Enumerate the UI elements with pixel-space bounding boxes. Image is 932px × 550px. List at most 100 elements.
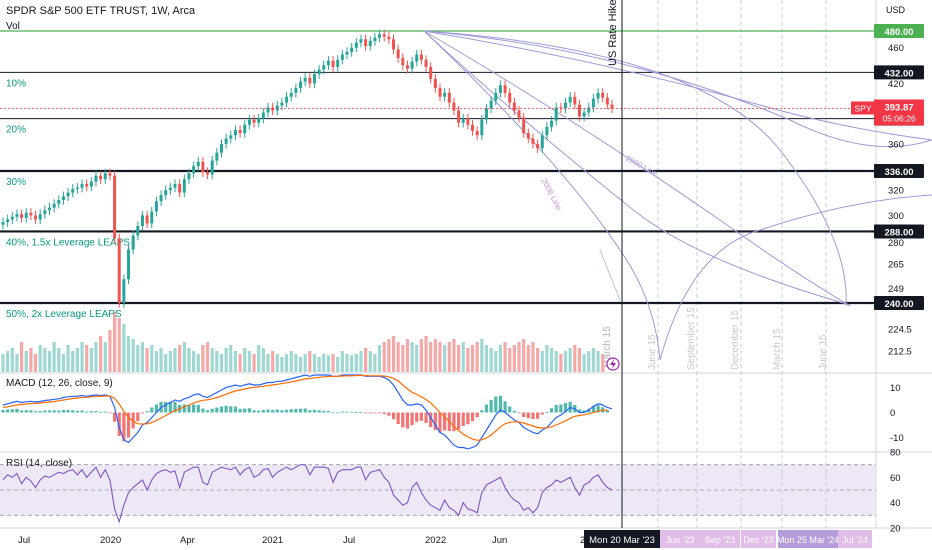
time-tick-label: 2021: [262, 535, 283, 546]
candle-body: [225, 138, 228, 143]
macd-histogram-bar: [104, 412, 107, 413]
volume-bar: [271, 351, 274, 372]
level-label: 30%: [6, 177, 26, 188]
volume-bar: [141, 342, 144, 372]
volume-bar: [592, 348, 595, 372]
candle-body: [127, 250, 130, 280]
candle-body: [350, 48, 353, 52]
volume-bar: [62, 354, 65, 372]
macd-histogram-bar: [99, 412, 102, 413]
volume-bar: [276, 354, 279, 372]
candle-body: [234, 130, 237, 135]
volume-bar: [238, 354, 241, 372]
candle-body: [531, 138, 534, 143]
macd-histogram-bar: [280, 410, 283, 412]
candle-body: [522, 118, 525, 134]
candle-body: [578, 105, 581, 117]
candle-body: [597, 93, 600, 99]
volume-bar: [225, 348, 228, 372]
macd-histogram-bar: [187, 405, 190, 413]
symbol-title[interactable]: SPDR S&P 500 ETF TRUST, 1W, Arca: [6, 5, 196, 17]
volume-bar: [248, 351, 251, 372]
future-date-text: Sep '23: [705, 535, 735, 545]
candle-body: [518, 110, 521, 117]
macd-histogram-bar: [410, 413, 413, 426]
future-date-text: Jul '24: [842, 535, 868, 545]
macd-histogram-bar: [387, 413, 390, 416]
candle-body: [392, 39, 395, 49]
rate-hike-label[interactable]: US Rate Hike: [607, 0, 619, 66]
time-tick-label: Jun: [492, 535, 507, 546]
volume-label[interactable]: Vol: [6, 21, 20, 32]
candle-body: [336, 60, 339, 67]
level-label: 50%, 2x Leverage LEAPS: [6, 309, 122, 320]
rsi-title[interactable]: RSI (14, close): [6, 458, 72, 469]
rsi-tick-label: 20: [890, 524, 901, 535]
volume-bar: [132, 339, 135, 372]
candle-body: [434, 79, 437, 88]
volume-bar: [517, 342, 520, 372]
macd-histogram-bar: [318, 410, 321, 412]
line-2008-label[interactable]: 2008 Line: [539, 177, 564, 213]
price-candles: [0, 30, 876, 308]
volume-bar: [327, 355, 330, 372]
volume-bar: [220, 354, 223, 372]
candle-body: [401, 58, 404, 65]
macd-histogram-bar: [559, 405, 562, 413]
macd-histogram-bar: [20, 411, 23, 413]
macd-histogram-bar: [480, 410, 483, 412]
time-axis[interactable]: Jul 2020 Apr 2021 Jul 2022 Jun 2 Mon 20 Mar '23 J…: [18, 530, 872, 548]
rsi-tick-label: 80: [890, 448, 901, 459]
volume-bar: [159, 348, 162, 372]
volume-bar: [71, 351, 74, 372]
macd-histogram-bar: [225, 406, 228, 413]
candle-body: [425, 60, 428, 67]
candle-body: [141, 215, 144, 226]
macd-histogram-bar: [215, 408, 218, 413]
price-tick-label: 212.5: [888, 346, 912, 357]
macd-histogram-bar: [485, 405, 488, 413]
price-tick-label: 249: [888, 284, 904, 295]
volume-bar: [364, 348, 367, 372]
volume-bar: [127, 336, 130, 372]
candle-body: [592, 99, 595, 108]
candle-body: [62, 196, 65, 200]
candle-body: [183, 179, 186, 192]
macd-histogram-bar: [494, 397, 497, 413]
candle-body: [462, 119, 465, 123]
price-axis[interactable]: 480.00432.00384.00336.00288.00240.00SPY3…: [851, 24, 924, 535]
candle-body: [178, 184, 181, 193]
volume-bar: [85, 345, 88, 372]
candle-body: [443, 93, 446, 97]
volume-bar: [29, 348, 32, 372]
macd-histogram-bar: [299, 409, 302, 413]
volume-bar: [318, 357, 321, 372]
last-price-text: 393.87: [884, 102, 913, 113]
candle-body: [160, 195, 163, 201]
gann-fan-drawings[interactable]: 2000 Line 2008 Line: [424, 31, 932, 360]
volume-bar: [34, 354, 37, 372]
macd-histogram-bar: [108, 413, 111, 414]
macd-title[interactable]: MACD (12, 26, close, 9): [6, 378, 113, 389]
candle-body: [122, 279, 125, 303]
price-tick-label: 300: [888, 211, 904, 222]
lightning-icon[interactable]: [607, 358, 619, 370]
candle-body: [318, 70, 321, 75]
candle-body: [536, 144, 539, 148]
horizontal-levels[interactable]: 10% 20% 30% 40%, 1.5x Leverage LEAPS 50%, 2x…: [0, 31, 876, 320]
fan-line-2008[interactable]: [600, 250, 620, 300]
level-price-badge-text: 432.00: [884, 68, 913, 79]
current-date-text: Mon 20 Mar '23: [589, 535, 655, 546]
fan-arc-2008[interactable]: [424, 31, 660, 360]
level-label: 40%, 1.5x Leverage LEAPS: [6, 237, 130, 248]
line-2000-label[interactable]: 2000 Line: [624, 154, 660, 179]
candle-body: [257, 119, 260, 123]
macd-histogram-bar: [415, 413, 418, 422]
macd-histogram-bar: [243, 409, 246, 413]
candle-body: [406, 65, 409, 69]
future-date-text: Mon 25 Mar '24: [777, 535, 839, 545]
candle-body: [174, 184, 177, 188]
volume-bar: [434, 339, 437, 372]
candle-body: [550, 121, 553, 127]
